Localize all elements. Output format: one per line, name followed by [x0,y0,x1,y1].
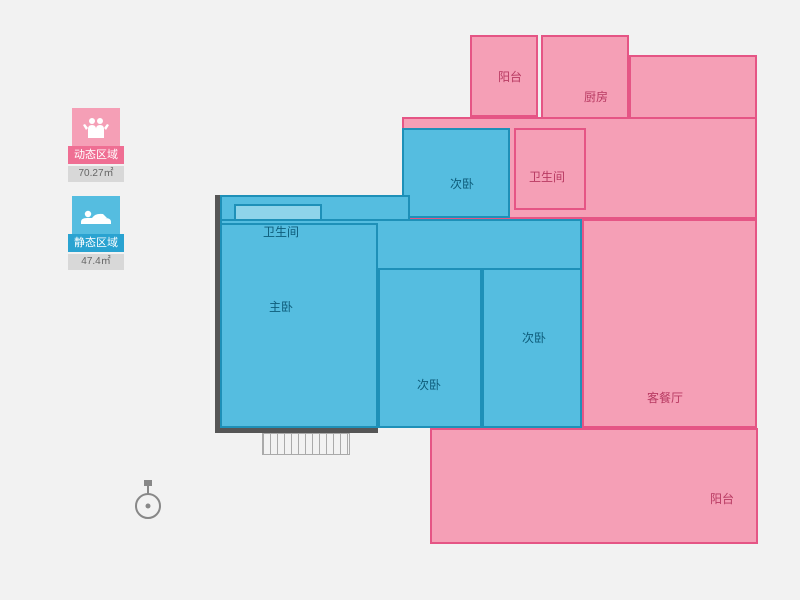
room-balcony-bot [430,428,758,544]
floor-plan-canvas: 动态区域 70.27㎡ 静态区域 47.4㎡ 阳台厨房卫 [0,0,800,600]
room-bed2-right [482,268,582,428]
room-bed2-mid [378,268,482,428]
legend-static-value: 47.4㎡ [68,254,124,270]
room-bed2-top [402,128,510,218]
room-master-bed [220,223,378,428]
legend-dynamic-value: 70.27㎡ [68,166,124,182]
wall [215,195,220,433]
room-right-block [582,219,757,428]
legend-static-title: 静态区域 [68,234,124,252]
compass-icon [130,478,166,522]
room-balcony-top [470,35,538,117]
room-bathroom-r [514,128,586,210]
legend-dynamic: 动态区域 70.27㎡ [68,108,124,182]
people-icon [72,108,120,148]
legend-static: 静态区域 47.4㎡ [68,196,124,270]
sleep-icon [72,196,120,236]
legend-dynamic-title: 动态区域 [68,146,124,164]
balcony-rail [262,433,350,455]
